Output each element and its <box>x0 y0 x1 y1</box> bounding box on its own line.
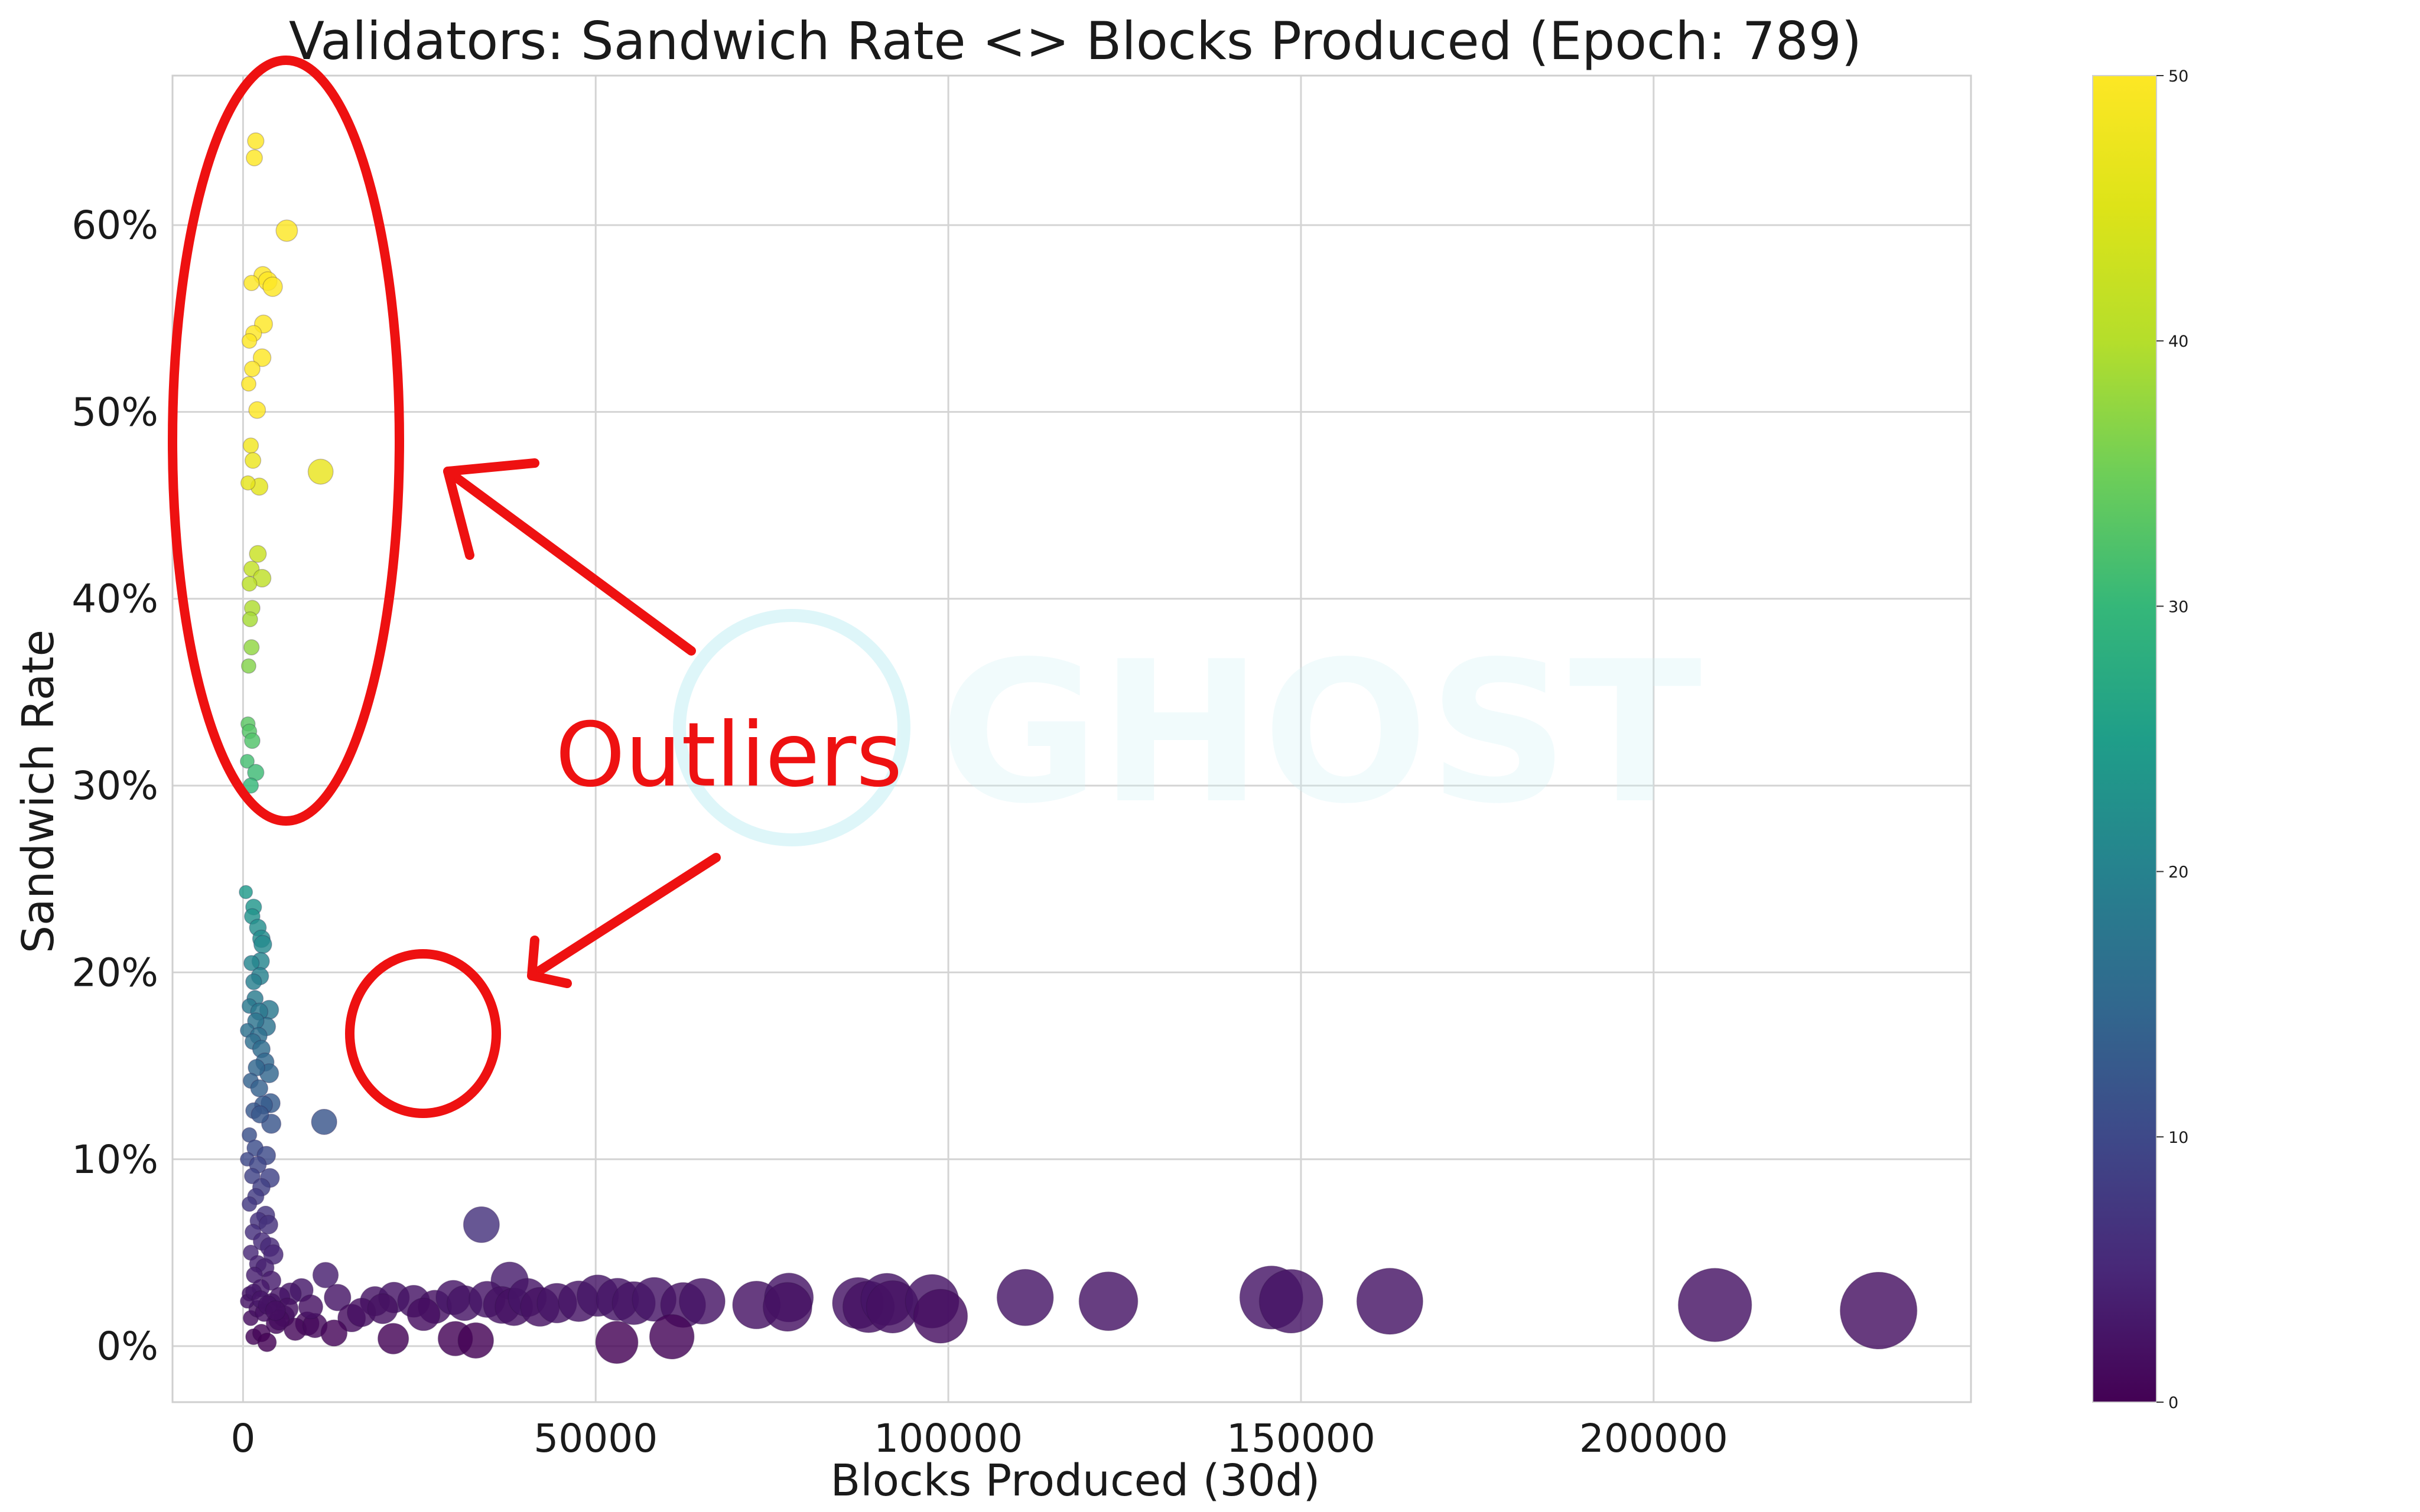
scatter-point <box>243 275 260 291</box>
x-tick-label: 100000 <box>874 1416 1023 1461</box>
scatter-point <box>265 1300 286 1321</box>
scatter-point <box>244 452 262 469</box>
scatter-point <box>242 611 258 627</box>
y-tick-label: 40% <box>71 576 158 622</box>
arrow-shaft-top <box>443 467 696 656</box>
scatter-point <box>241 576 258 592</box>
colorbar-tick-label: 50 <box>2168 67 2188 86</box>
colorbar-tick-label: 30 <box>2168 598 2188 616</box>
scatter-point <box>762 1282 812 1332</box>
scatter-point <box>251 1105 269 1124</box>
scatter-point <box>243 732 261 750</box>
scatter-point <box>1356 1267 1424 1335</box>
scatter-point <box>243 954 260 972</box>
watermark-text: GHOST <box>939 620 1703 846</box>
scatter-point <box>253 935 272 954</box>
chart-title: Validators: Sandwich Rate <> Blocks Prod… <box>289 11 1862 71</box>
scatter-point <box>240 376 256 392</box>
scatter-point <box>1839 1272 1918 1350</box>
scatter-point <box>298 1294 324 1319</box>
ghost-watermark: GHOST <box>673 609 1703 846</box>
scatter-point <box>249 545 267 563</box>
scatter-point <box>320 1319 348 1347</box>
colorbar-tick-labels: 0 10 20 30 40 50 <box>2156 67 2188 1412</box>
scatter-point <box>240 658 256 674</box>
scatter-point <box>241 1196 258 1212</box>
scatter-point <box>275 219 298 242</box>
scatter-point <box>243 639 260 656</box>
y-tick-label: 0% <box>96 1324 158 1369</box>
colorbar-tick-label: 40 <box>2168 333 2188 351</box>
scatter-point <box>463 1206 500 1243</box>
colorbar-gradient <box>2092 75 2157 1403</box>
x-tick-label: 50000 <box>534 1416 658 1461</box>
scatter-point <box>312 1262 339 1289</box>
y-axis-label: Sandwich Rate <box>13 630 64 953</box>
scatter-point <box>307 458 334 485</box>
y-tick-label: 10% <box>71 1137 158 1182</box>
y-tick-label: 30% <box>71 763 158 809</box>
scatter-point <box>996 1269 1054 1327</box>
scatter-point <box>679 1278 726 1325</box>
plot-frame <box>171 74 1972 1403</box>
arrow-head-bottom <box>527 936 572 988</box>
scatter-point <box>252 348 272 367</box>
y-tick-label: 20% <box>71 950 158 995</box>
ghost-logo-icon <box>673 609 910 846</box>
scatter-point <box>258 1214 279 1235</box>
x-tick-label: 200000 <box>1579 1416 1728 1461</box>
scatter-point <box>241 333 258 349</box>
colorbar-tick-label: 10 <box>2168 1129 2188 1147</box>
colorbar-tick-label: 20 <box>2168 863 2188 882</box>
scatter-point <box>262 276 283 297</box>
scatter-point <box>1078 1271 1139 1331</box>
x-tick-label: 0 <box>230 1416 255 1461</box>
scatter-point <box>239 754 255 769</box>
scatter-point <box>367 1293 398 1324</box>
y-tick-label: 60% <box>71 203 158 248</box>
scatter-point <box>243 1168 261 1185</box>
scatter-point <box>406 1297 441 1331</box>
scatter-point <box>457 1322 495 1359</box>
scatter-point <box>324 1283 352 1312</box>
scatter-point <box>1258 1269 1323 1334</box>
scatter-point <box>1677 1267 1752 1342</box>
outlier-annotations: Outliers <box>168 56 902 1118</box>
scatter-point <box>595 1321 639 1364</box>
x-tick-labels: 0 50000 100000 150000 200000 <box>230 1416 1728 1461</box>
scatter-point <box>243 360 261 377</box>
scatter-point <box>240 475 256 491</box>
scatter-point <box>377 1322 409 1355</box>
colorbar: 0 10 20 30 40 50 <box>2092 67 2188 1412</box>
outliers-label: Outliers <box>555 704 902 807</box>
outlier-ellipse-top <box>168 56 404 826</box>
y-tick-labels: 0% 10% 20% 30% 40% 50% 60% <box>71 203 158 1369</box>
scatter-point <box>257 1332 277 1353</box>
scatter-point <box>248 401 266 419</box>
arrow-shaft-bottom <box>527 853 721 980</box>
colorbar-tick-label: 0 <box>2168 1394 2178 1412</box>
data-points <box>239 132 1918 1364</box>
scatter-point <box>311 1109 337 1135</box>
scatter-point <box>250 1079 269 1097</box>
scatter-point <box>649 1314 695 1360</box>
arrow-head-top <box>443 458 539 560</box>
scatter-point <box>239 885 253 900</box>
y-tick-label: 50% <box>71 389 158 435</box>
scatter-point <box>242 437 259 454</box>
outlier-ellipse-mid <box>345 949 501 1118</box>
x-gridlines <box>242 76 1655 1402</box>
scatter-point <box>246 149 263 167</box>
x-tick-label: 150000 <box>1227 1416 1375 1461</box>
scatter-point <box>913 1289 968 1344</box>
x-axis-label: Blocks Produced (30d) <box>830 1455 1320 1506</box>
scatter-point <box>245 973 262 990</box>
scatter-point <box>247 132 265 150</box>
